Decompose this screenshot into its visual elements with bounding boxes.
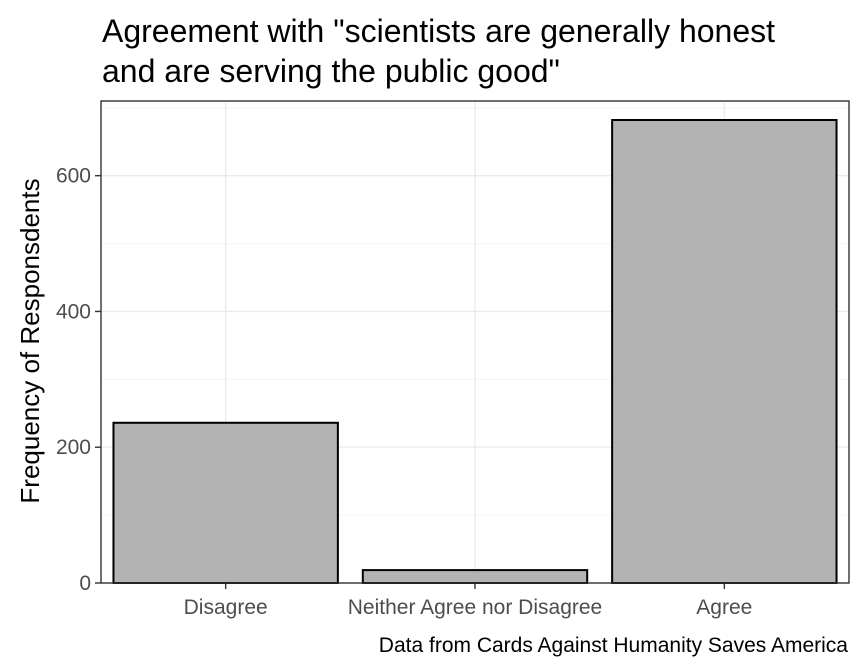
bar-disagree	[112, 421, 339, 584]
y-tick-label: 0	[79, 572, 91, 595]
y-axis-title: Frequency of Responsdents	[15, 178, 45, 503]
bars	[112, 119, 838, 584]
y-tick-labels: 0 200 400 600	[56, 165, 91, 595]
x-tick-label: Agree	[696, 596, 752, 619]
bar-neither-agree-nor-disagree	[361, 569, 589, 584]
bar-agree	[611, 119, 838, 584]
x-tick-label: Disagree	[184, 596, 268, 619]
chart-title-line-1: Agreement with "scientists are generally…	[102, 13, 775, 49]
x-tick-label: Neither Agree nor Disagree	[348, 596, 602, 619]
chart-title-line-2: and are serving the public good"	[102, 53, 560, 89]
x-tick-labels: Disagree Neither Agree nor Disagree Agree	[184, 596, 753, 619]
y-tick-label: 400	[56, 300, 91, 323]
caption: Data from Cards Against Humanity Saves A…	[379, 634, 849, 657]
y-tick-label: 600	[56, 165, 91, 188]
axis-ticks	[95, 174, 726, 589]
y-tick-label: 200	[56, 436, 91, 459]
